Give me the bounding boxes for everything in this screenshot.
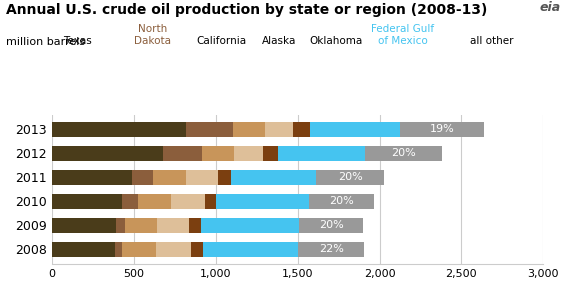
Bar <box>156 242 191 257</box>
Bar <box>365 146 442 161</box>
Bar <box>400 122 484 137</box>
Text: Texas: Texas <box>63 36 92 46</box>
Bar <box>115 242 122 257</box>
Text: North
Dakota: North Dakota <box>134 24 171 46</box>
Bar <box>122 242 156 257</box>
Text: Federal Gulf
of Mexico: Federal Gulf of Mexico <box>371 24 434 46</box>
Bar <box>310 122 400 137</box>
Text: 20%: 20% <box>319 220 343 230</box>
Text: 22%: 22% <box>319 245 344 255</box>
Bar <box>138 194 171 209</box>
Text: California: California <box>196 36 247 46</box>
Bar <box>293 122 310 137</box>
Bar <box>309 194 374 209</box>
Text: million barrels: million barrels <box>6 37 85 47</box>
Bar <box>52 194 122 209</box>
Bar <box>316 170 384 185</box>
Text: all other: all other <box>470 36 513 46</box>
Bar <box>233 146 263 161</box>
Bar <box>186 170 218 185</box>
Bar <box>216 194 309 209</box>
Bar <box>299 218 363 233</box>
Bar <box>205 194 216 209</box>
Bar <box>231 170 316 185</box>
Bar <box>233 122 265 137</box>
Bar <box>186 122 233 137</box>
Bar <box>263 146 278 161</box>
Text: Annual U.S. crude oil production by state or region (2008-13): Annual U.S. crude oil production by stat… <box>6 3 487 17</box>
Text: 20%: 20% <box>391 148 416 158</box>
Bar <box>189 218 201 233</box>
Bar <box>52 122 186 137</box>
Bar <box>122 194 138 209</box>
Text: Alaska: Alaska <box>262 36 296 46</box>
Bar <box>154 170 186 185</box>
Bar <box>202 242 298 257</box>
Bar <box>52 146 163 161</box>
Bar <box>52 242 115 257</box>
Bar <box>191 242 202 257</box>
Text: eia: eia <box>539 1 561 14</box>
Bar <box>163 146 202 161</box>
Bar <box>202 146 233 161</box>
Bar <box>158 218 189 233</box>
Bar <box>278 146 365 161</box>
Bar <box>125 218 158 233</box>
Bar <box>52 170 132 185</box>
Bar <box>265 122 293 137</box>
Text: 20%: 20% <box>338 172 362 183</box>
Bar <box>132 170 154 185</box>
Text: 19%: 19% <box>430 124 454 134</box>
Bar <box>218 170 231 185</box>
Text: 20%: 20% <box>329 196 354 206</box>
Bar <box>171 194 205 209</box>
Text: Oklahoma: Oklahoma <box>310 36 363 46</box>
Bar <box>298 242 365 257</box>
Bar <box>116 218 125 233</box>
Bar <box>52 218 116 233</box>
Bar <box>201 218 299 233</box>
